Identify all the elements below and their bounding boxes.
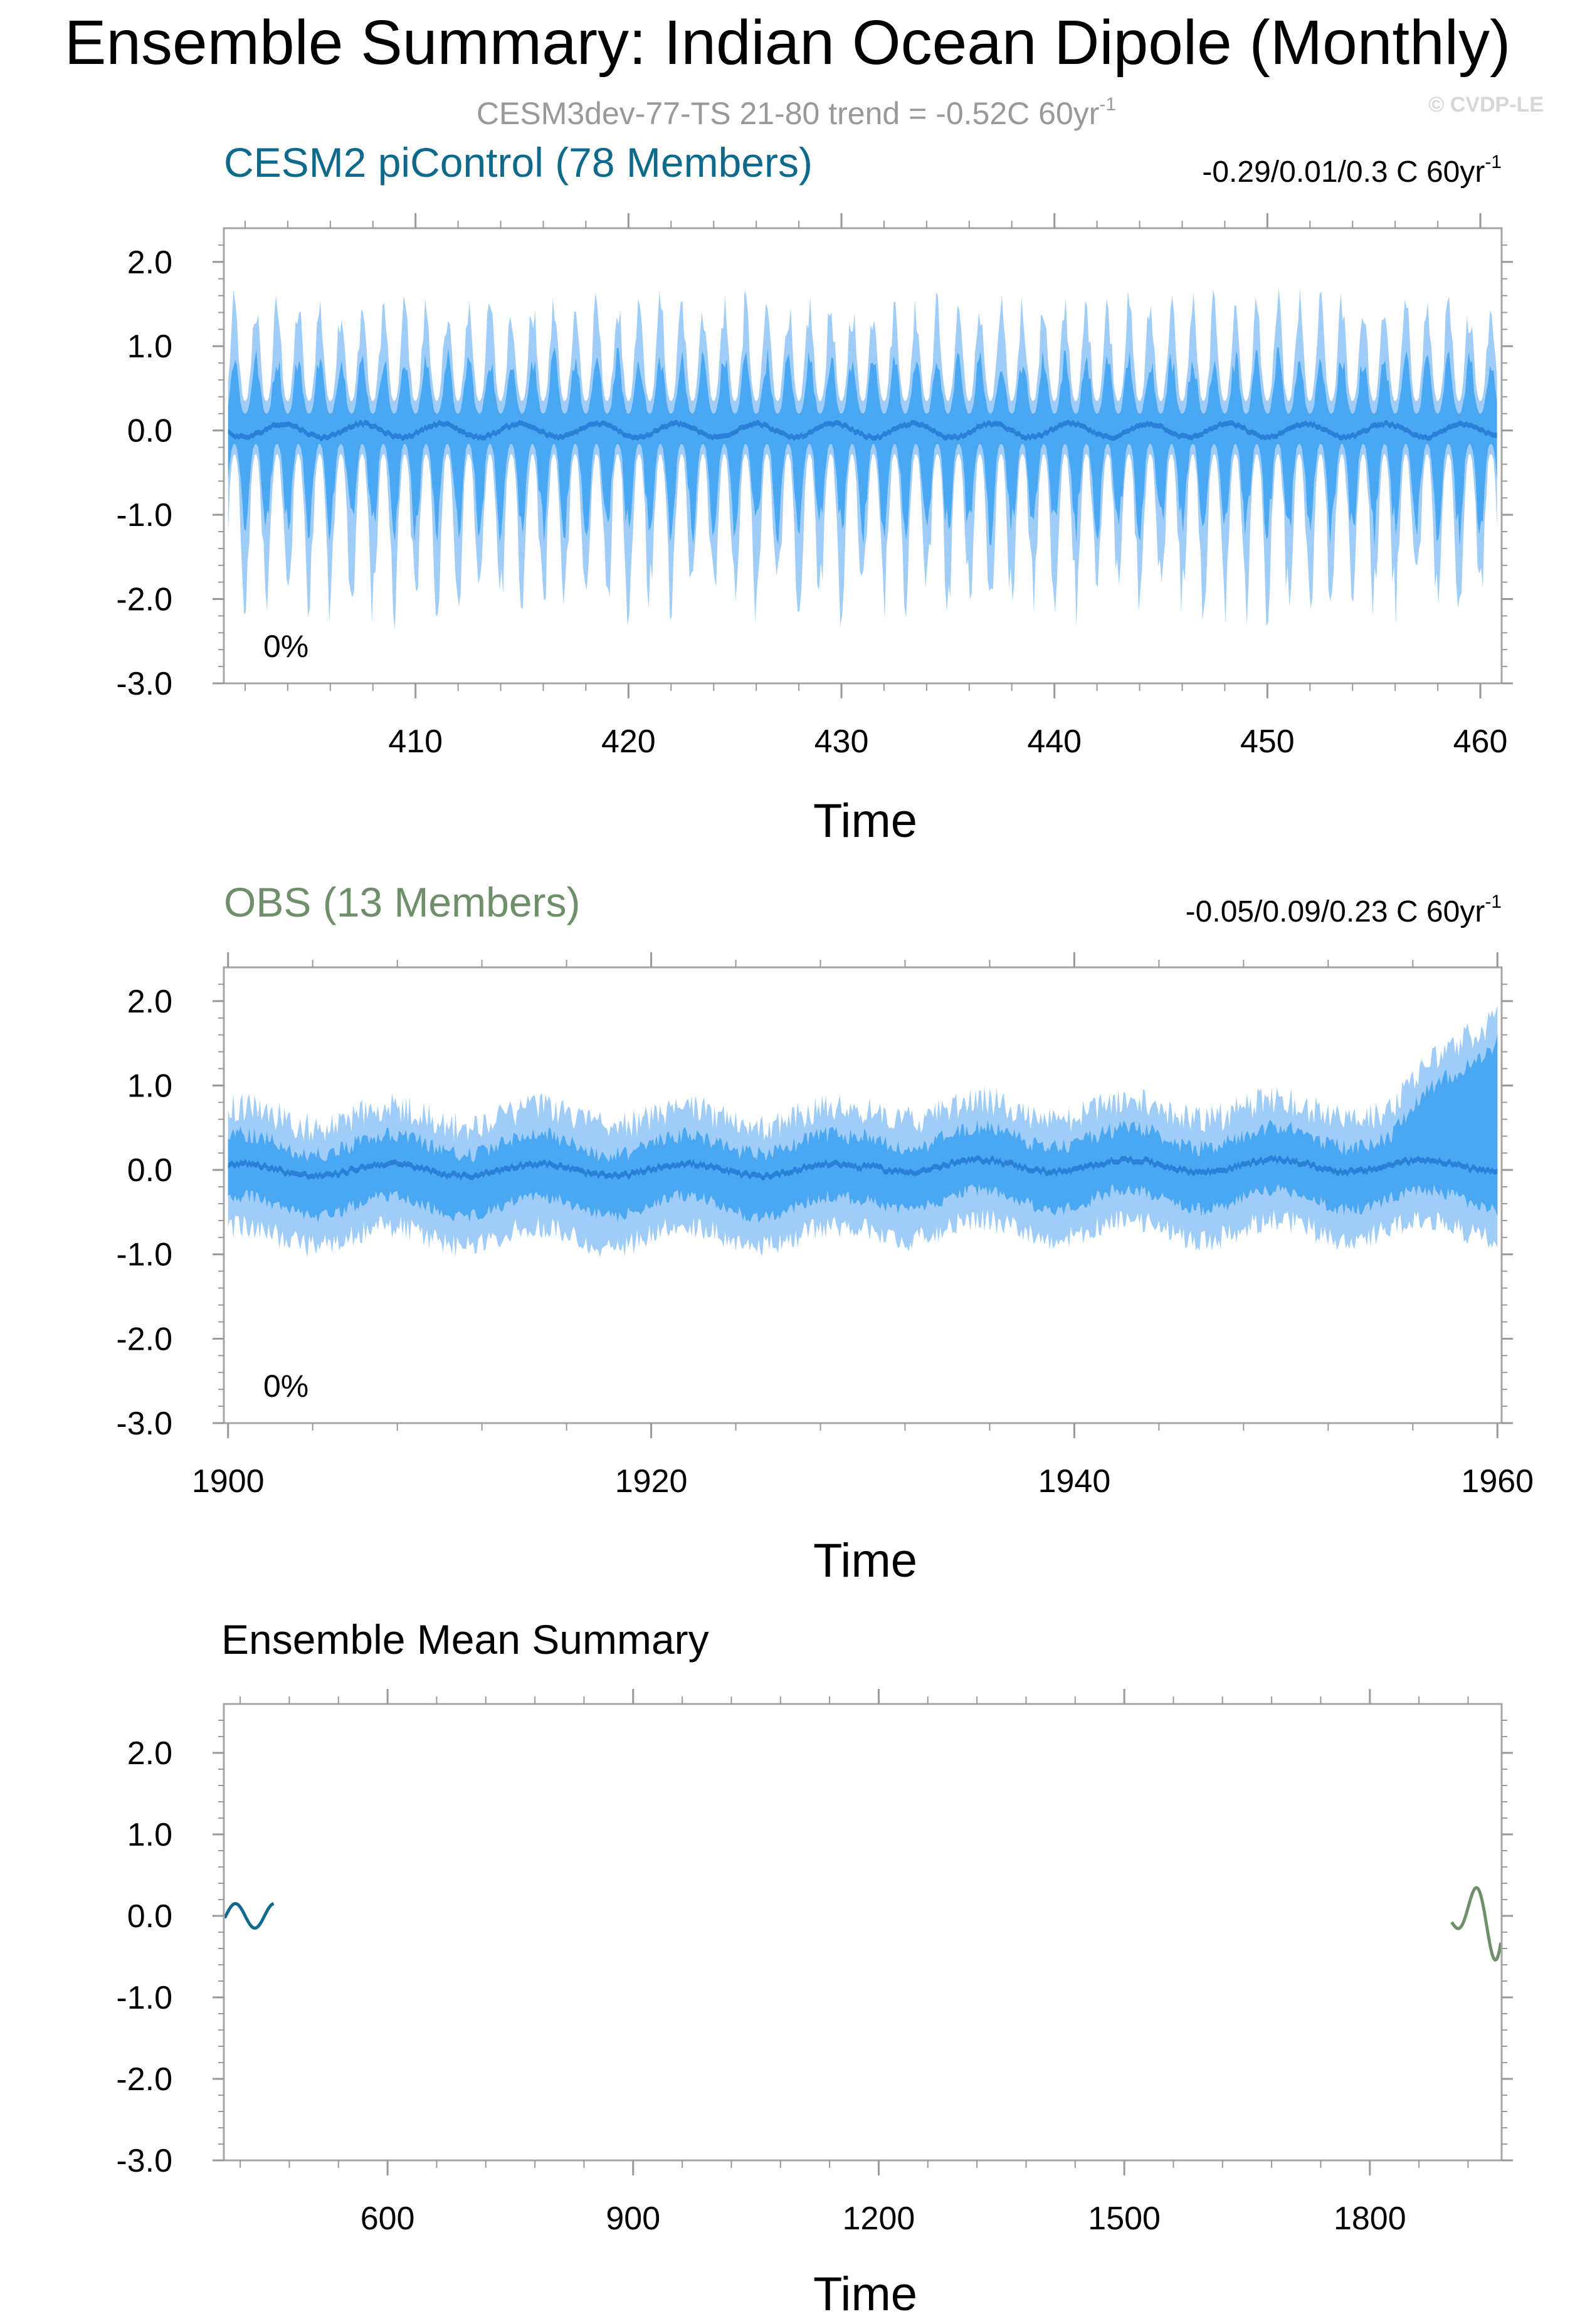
y-tick-label: 1.0 bbox=[127, 1068, 172, 1104]
x-tick-label: 900 bbox=[606, 2200, 660, 2237]
y-tick-label: -3.0 bbox=[116, 2143, 172, 2179]
y-tick-label: 2.0 bbox=[127, 244, 172, 281]
x-tick-label: 450 bbox=[1240, 723, 1295, 760]
figure-title: Ensemble Summary: Indian Ocean Dipole (M… bbox=[65, 8, 1511, 78]
y-tick-label: -1.0 bbox=[116, 1980, 172, 2016]
plot-area: 2.0 1.0 0.0 -1.0 -2.0 -3.0 1900 1920 1940 1960 bbox=[116, 952, 1534, 1500]
x-tick-label: 600 bbox=[361, 2200, 415, 2237]
plot-area: 2.0 1.0 0.0 -1.0 -2.0 -3.0 600 900 1200 1500 1800 bbox=[116, 1689, 1513, 2237]
y-tick-label: -2.0 bbox=[116, 582, 172, 618]
x-axis-label: Time bbox=[813, 794, 917, 848]
band-ensemble-mean bbox=[228, 419, 1497, 441]
x-tick-label: 440 bbox=[1027, 723, 1082, 760]
panel-annotation: 0% bbox=[263, 1369, 308, 1404]
plot-frame bbox=[223, 227, 1503, 685]
plot-frame bbox=[223, 966, 1503, 1424]
panel-trend: -0.05/0.09/0.23 C 60yr-1 bbox=[1186, 891, 1502, 928]
panel-title: CESM2 piControl (78 Members) bbox=[224, 139, 813, 186]
x-tick-label: 1200 bbox=[843, 2200, 915, 2237]
panel-title: OBS (13 Members) bbox=[224, 879, 580, 925]
x-tick-label: 410 bbox=[388, 723, 443, 760]
x-tick-label: 460 bbox=[1453, 723, 1508, 760]
x-tick-label: 1920 bbox=[615, 1463, 688, 1500]
series-line-model bbox=[223, 1902, 275, 1930]
trend-sup: -1 bbox=[1485, 891, 1502, 912]
y-tick-label: -2.0 bbox=[116, 2061, 172, 2098]
subtitle-main: CESM3dev-77-TS 21-80 trend = -0.52C 60yr bbox=[477, 96, 1100, 131]
plot-frame bbox=[223, 1703, 1503, 2162]
y-tick-label: -3.0 bbox=[116, 1406, 172, 1442]
plot-area: 2.0 1.0 0.0 -1.0 -2.0 -3.0 410 420 430 440 450 460 bbox=[116, 213, 1513, 760]
panel-summary: Ensemble Mean Summary 2.0 1.0 0.0 -1.0 -2.0 -… bbox=[116, 1616, 1513, 2321]
panel-title: Ensemble Mean Summary bbox=[221, 1616, 709, 1663]
y-tick-label: -3.0 bbox=[116, 666, 172, 702]
x-tick-label: 1940 bbox=[1038, 1463, 1111, 1500]
panel-trend: -0.29/0.01/0.3 C 60yr-1 bbox=[1202, 152, 1502, 189]
x-axis-label: Time bbox=[813, 1534, 917, 1587]
band-ensemble-mean bbox=[228, 1154, 1498, 1181]
band-25-75-range bbox=[228, 1034, 1498, 1223]
series-line-obs bbox=[1450, 1886, 1503, 1962]
y-tick-label: 2.0 bbox=[127, 1735, 172, 1772]
trend-sup: -1 bbox=[1485, 152, 1502, 172]
x-tick-label: 1500 bbox=[1088, 2200, 1161, 2237]
y-tick-label: 1.0 bbox=[127, 1817, 172, 1853]
y-tick-label: 0.0 bbox=[127, 1898, 172, 1935]
y-tick-label: 0.0 bbox=[127, 1152, 172, 1189]
trend-text: -0.29/0.01/0.3 C 60yr bbox=[1202, 155, 1485, 189]
panel-annotation: 0% bbox=[263, 629, 308, 664]
y-tick-label: -1.0 bbox=[116, 497, 172, 534]
subtitle-sup: -1 bbox=[1099, 94, 1116, 115]
watermark: © CVDP-LE bbox=[1428, 93, 1544, 117]
panel-obs: OBS (13 Members) -0.05/0.09/0.23 C 60yr-… bbox=[116, 879, 1534, 1587]
trend-text: -0.05/0.09/0.23 C 60yr bbox=[1186, 895, 1485, 928]
band-25-75-range bbox=[228, 347, 1497, 548]
band-10-90-range bbox=[228, 1005, 1498, 1258]
x-tick-label: 1900 bbox=[192, 1463, 265, 1500]
x-tick-label: 420 bbox=[601, 723, 656, 760]
x-tick-label: 1800 bbox=[1334, 2200, 1406, 2237]
x-tick-label: 1960 bbox=[1461, 1463, 1534, 1500]
x-axis-label: Time bbox=[813, 2268, 917, 2321]
figure-subtitle: CESM3dev-77-TS 21-80 trend = -0.52C 60yr… bbox=[477, 94, 1116, 131]
panel-model: CESM2 piControl (78 Members) -0.29/0.01/… bbox=[116, 139, 1513, 848]
x-tick-label: 430 bbox=[814, 723, 869, 760]
y-tick-label: 1.0 bbox=[127, 329, 172, 365]
y-tick-label: -2.0 bbox=[116, 1321, 172, 1357]
y-tick-label: 2.0 bbox=[127, 984, 172, 1020]
y-tick-label: -1.0 bbox=[116, 1237, 172, 1273]
y-tick-label: 0.0 bbox=[127, 413, 172, 450]
